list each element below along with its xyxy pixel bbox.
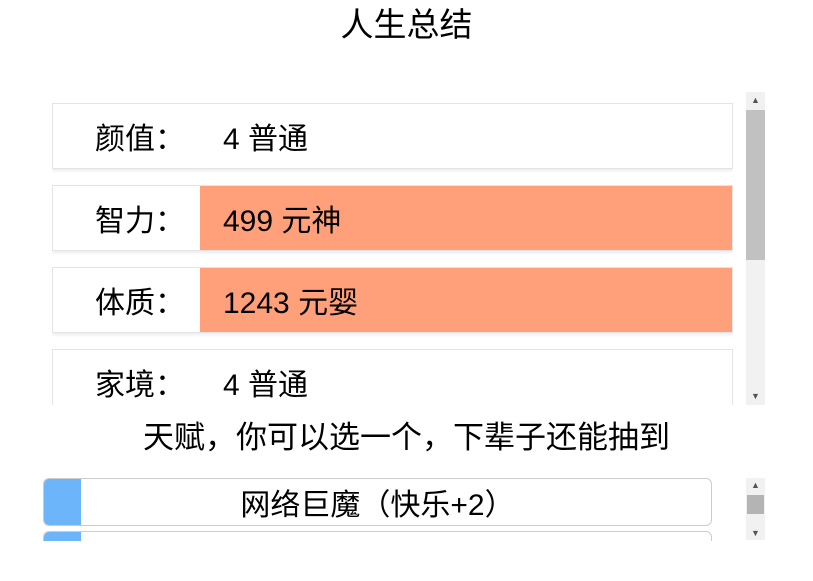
stat-value: 1243 元婴 (200, 268, 732, 332)
stat-value: 4 普通 (200, 350, 732, 405)
stat-row-family: 家境： 4 普通 (52, 349, 733, 405)
summary-scrollbar-thumb[interactable] (746, 110, 765, 260)
stat-row-intelligence: 智力： 499 元神 (52, 185, 733, 251)
scroll-down-icon: ▼ (751, 527, 760, 538)
scroll-up-icon: ▲ (751, 95, 760, 105)
stat-label: 智力： (53, 186, 200, 250)
stat-label: 家境： (53, 350, 200, 405)
talent-scroll-up-button[interactable]: ▲ (746, 478, 765, 492)
talent-scrollbar[interactable]: ▲ ▼ (746, 478, 765, 540)
stat-list: 颜值： 4 普通 智力： 499 元神 体质： 1243 元婴 家境： 4 普通 (52, 92, 733, 405)
stat-label: 颜值： (53, 104, 200, 168)
talent-option-button[interactable] (43, 531, 712, 541)
talent-option-label: 网络巨魔（快乐+2） (240, 489, 515, 522)
stat-row-appearance: 颜值： 4 普通 (52, 103, 733, 169)
page-title: 人生总结 (340, 6, 473, 43)
life-summary-panel: 颜值： 4 普通 智力： 499 元神 体质： 1243 元婴 家境： 4 普通… (52, 92, 765, 405)
talent-grade-indicator (44, 532, 81, 541)
stat-value: 4 普通 (200, 104, 732, 168)
scroll-up-icon: ▲ (751, 479, 760, 490)
talent-hint-text: 天赋，你可以选一个，下辈子还能抽到 (143, 420, 670, 455)
talent-option-button[interactable]: 网络巨魔（快乐+2） (43, 478, 712, 526)
summary-scrollbar[interactable]: ▲ ▼ (746, 92, 765, 405)
talent-grade-indicator (44, 479, 81, 525)
summary-scroll-up-button[interactable]: ▲ (746, 92, 765, 109)
stat-value: 499 元神 (200, 186, 732, 250)
talent-scrollbar-thumb[interactable] (747, 495, 764, 514)
talent-list: 网络巨魔（快乐+2） (43, 478, 714, 541)
talent-scroll-down-button[interactable]: ▼ (746, 526, 765, 540)
scroll-down-icon: ▼ (751, 391, 760, 401)
stat-row-constitution: 体质： 1243 元婴 (52, 267, 733, 333)
stat-label: 体质： (53, 268, 200, 332)
summary-scroll-down-button[interactable]: ▼ (746, 388, 765, 405)
